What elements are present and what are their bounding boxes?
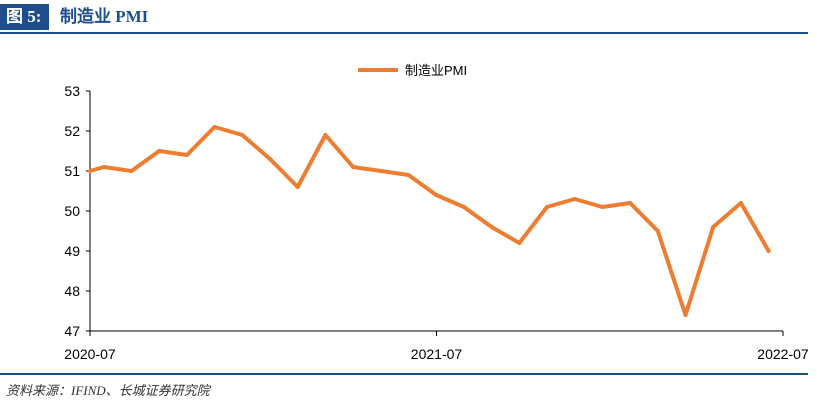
pmi-line-chart: 制造业PMI 53 52 51 50 49 48 47 2020-07 2021-07 2022… [64,63,809,362]
data-point [240,133,245,137]
data-point [489,225,494,229]
y-tick-label: 52 [64,123,80,139]
data-point [683,313,688,317]
x-tick-label: 2021-07 [411,346,463,362]
y-tick-label: 51 [64,163,80,179]
data-point [434,193,439,197]
data-point [101,165,106,169]
series-line-manufacturing-pmi [88,125,771,317]
data-point [295,185,300,189]
x-tick-label: 2020-07 [64,346,116,362]
data-point [351,165,356,169]
data-point [406,173,411,177]
x-tick-label: 2022-07 [757,346,809,362]
data-point [572,197,577,201]
data-point [461,205,466,209]
data-point [738,201,743,205]
data-point [545,205,549,209]
figure-header: 图 5: 制造业 PMI [0,0,817,34]
data-point [323,133,328,137]
figure-number-badge: 图 5: [0,4,50,30]
data-point [711,225,716,229]
legend-label: 制造业PMI [405,63,467,78]
data-point [157,149,162,153]
y-tick-label: 50 [64,203,80,219]
data-point [184,153,189,157]
y-tick-label: 53 [64,83,80,99]
source-note: 资料来源：IFIND、长城证券研究院 [6,383,210,398]
data-point [129,169,134,173]
y-axis: 53 52 51 50 49 48 47 [64,83,91,339]
y-tick-label: 48 [64,283,80,299]
data-point [212,125,217,129]
data-point [600,205,605,209]
data-point [517,241,522,245]
legend: 制造业PMI [358,63,467,78]
data-point [268,157,272,161]
header-divider [0,32,808,34]
data-point [378,169,383,173]
y-tick-label: 47 [64,323,80,339]
data-point [628,201,633,205]
y-tick-label: 49 [64,243,80,259]
footer-divider [0,373,808,375]
data-point [655,229,660,233]
figure-title: 制造业 PMI [60,7,149,26]
x-axis: 2020-07 2021-07 2022-07 [64,330,809,362]
data-point [766,249,771,253]
